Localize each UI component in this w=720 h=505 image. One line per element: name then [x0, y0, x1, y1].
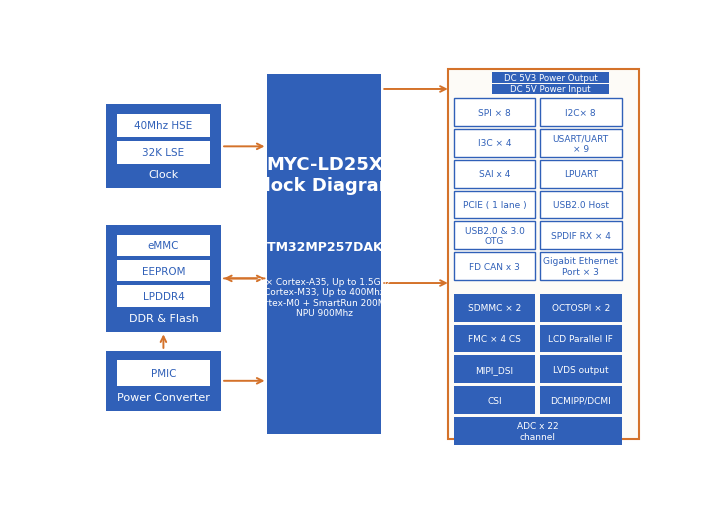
- Bar: [454, 222, 536, 249]
- Bar: [454, 325, 536, 352]
- Text: LCD Parallel IF: LCD Parallel IF: [549, 334, 613, 343]
- Bar: [106, 226, 221, 332]
- Text: PCIE ( 1 lane ): PCIE ( 1 lane ): [463, 200, 526, 210]
- Text: DDR & Flash: DDR & Flash: [129, 313, 198, 323]
- Bar: [448, 70, 639, 439]
- Bar: [454, 417, 621, 445]
- Bar: [454, 99, 536, 127]
- Text: Power Converter: Power Converter: [117, 392, 210, 402]
- Bar: [454, 386, 536, 414]
- Text: MYC-LD25X
Block Diagram: MYC-LD25X Block Diagram: [251, 156, 397, 194]
- Text: LPUART: LPUART: [564, 170, 598, 179]
- Bar: [267, 74, 382, 434]
- Text: USB2.0 & 3.0
OTG: USB2.0 & 3.0 OTG: [464, 226, 524, 245]
- Text: Gigabit Ethernet
Port × 3: Gigabit Ethernet Port × 3: [544, 257, 618, 276]
- Text: SPI × 8: SPI × 8: [478, 109, 511, 117]
- Bar: [117, 286, 210, 307]
- Bar: [540, 325, 621, 352]
- Text: FD CAN x 3: FD CAN x 3: [469, 262, 520, 271]
- Text: DC 5V3 Power Output: DC 5V3 Power Output: [504, 74, 598, 83]
- Bar: [454, 161, 536, 188]
- Text: PMIC: PMIC: [150, 368, 176, 378]
- Text: EEPROM: EEPROM: [142, 266, 185, 276]
- Text: 32K LSE: 32K LSE: [143, 148, 184, 158]
- Text: SPDIF RX × 4: SPDIF RX × 4: [551, 231, 611, 240]
- Bar: [454, 294, 536, 322]
- Text: STM32MP257DAK3: STM32MP257DAK3: [258, 240, 391, 254]
- Text: I3C × 4: I3C × 4: [478, 139, 511, 148]
- Bar: [106, 351, 221, 411]
- Text: DCMIPP/DCMI: DCMIPP/DCMI: [550, 396, 611, 405]
- Bar: [117, 141, 210, 164]
- Bar: [540, 356, 621, 383]
- Bar: [117, 235, 210, 257]
- Bar: [106, 105, 221, 189]
- Bar: [540, 386, 621, 414]
- Text: USB2.0 Host: USB2.0 Host: [553, 200, 608, 210]
- Bar: [540, 99, 621, 127]
- Bar: [117, 360, 210, 386]
- Bar: [540, 191, 621, 219]
- Text: I2C× 8: I2C× 8: [565, 109, 596, 117]
- Text: Clock: Clock: [148, 170, 179, 180]
- Bar: [454, 252, 536, 280]
- Bar: [117, 115, 210, 137]
- Bar: [540, 161, 621, 188]
- Text: OCTOSPI × 2: OCTOSPI × 2: [552, 304, 610, 313]
- Bar: [117, 261, 210, 282]
- Bar: [454, 130, 536, 158]
- Bar: [540, 130, 621, 158]
- Text: 2 × Cortex-A35, Up to 1.5Ghz
Cortex-M33, Up to 400Mhz
Cortex-M0 + SmartRun 200Mh: 2 × Cortex-A35, Up to 1.5Ghz Cortex-M33,…: [253, 277, 396, 318]
- Text: ADC x 22
channel: ADC x 22 channel: [517, 421, 559, 441]
- Text: FMC × 4 CS: FMC × 4 CS: [468, 334, 521, 343]
- Text: SDMMC × 2: SDMMC × 2: [468, 304, 521, 313]
- Bar: [492, 84, 609, 95]
- Bar: [540, 294, 621, 322]
- Bar: [540, 222, 621, 249]
- Text: 40Mhz HSE: 40Mhz HSE: [135, 121, 192, 131]
- Text: LPDDR4: LPDDR4: [143, 291, 184, 301]
- Text: eMMC: eMMC: [148, 241, 179, 251]
- Text: LVDS output: LVDS output: [553, 365, 608, 374]
- Text: USART/UART
× 9: USART/UART × 9: [553, 134, 609, 154]
- Text: DC 5V Power Input: DC 5V Power Input: [510, 85, 591, 94]
- Bar: [540, 252, 621, 280]
- Text: CSI: CSI: [487, 396, 502, 405]
- Text: MIPI_DSI: MIPI_DSI: [475, 365, 513, 374]
- Text: SAI x 4: SAI x 4: [479, 170, 510, 179]
- Bar: [454, 356, 536, 383]
- Bar: [454, 191, 536, 219]
- Bar: [492, 73, 609, 84]
